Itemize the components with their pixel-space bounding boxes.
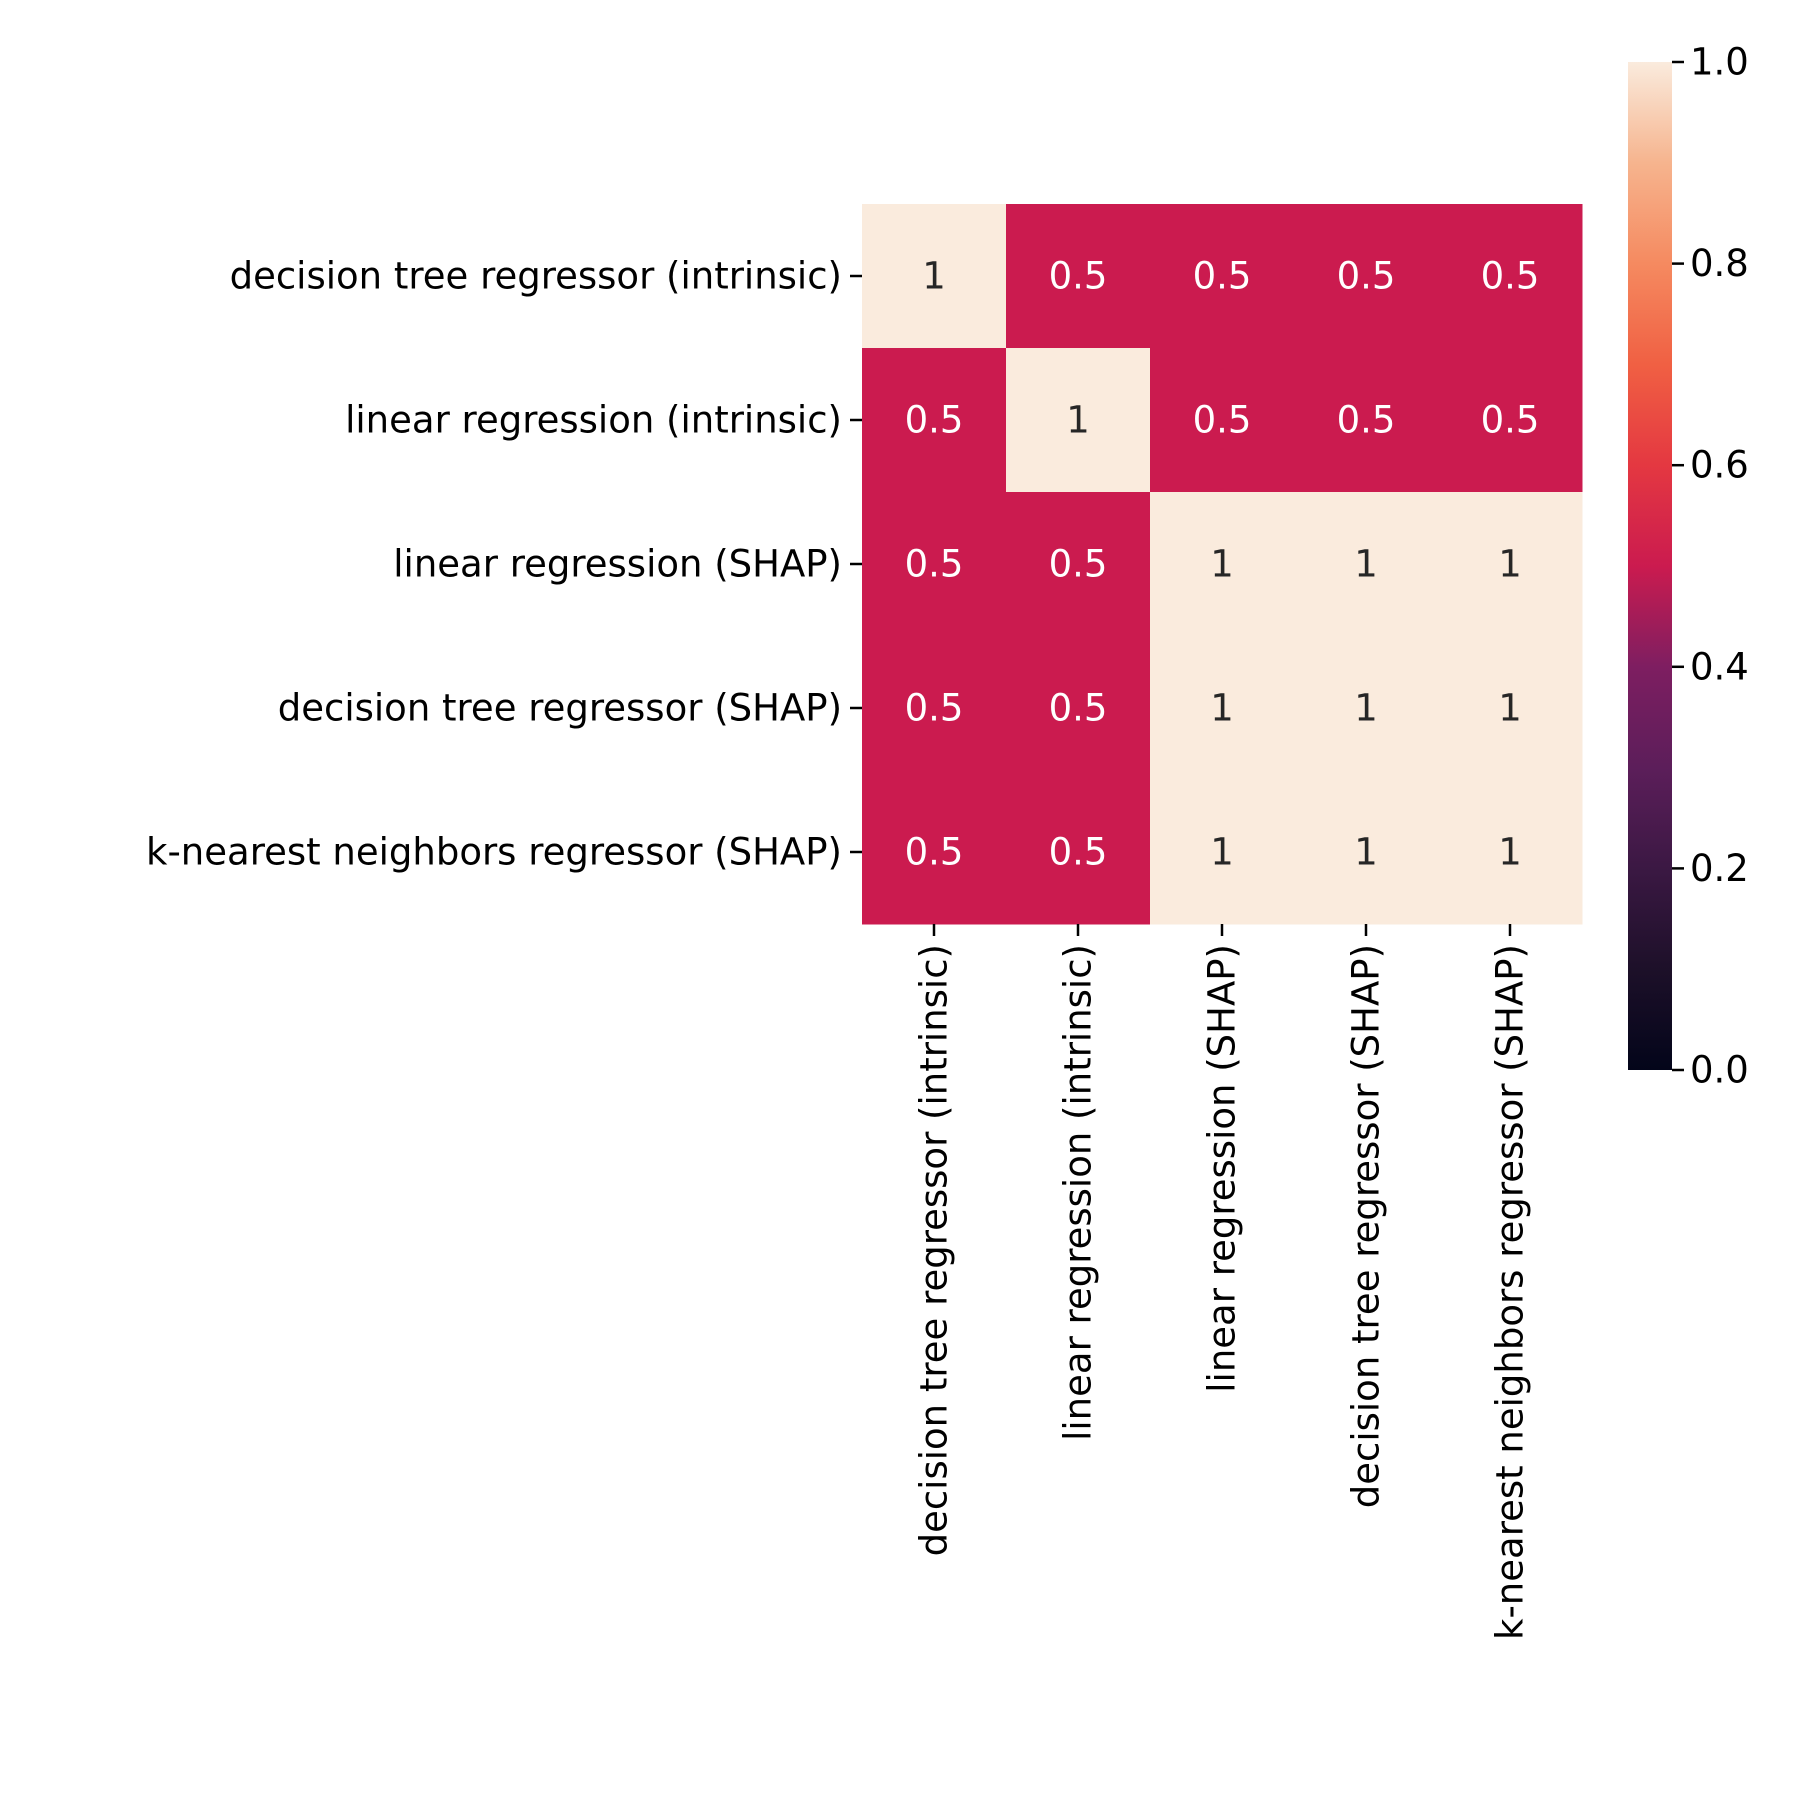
cell-annotation: 1 bbox=[1498, 543, 1522, 586]
heatmap-cell bbox=[1294, 636, 1439, 781]
heatmap-cell bbox=[862, 204, 1007, 349]
column-tick-label: linear regression (SHAP) bbox=[1201, 944, 1244, 1393]
heatmap-cell bbox=[1150, 204, 1295, 349]
row-tick-label: linear regression (SHAP) bbox=[393, 543, 842, 586]
heatmap-cells: 1 0.5 0.5 0.5 0.5 0.5 1 0.5 0.5 0.5 0.5 0.5 1 1 1 0.5 0.… bbox=[862, 204, 1583, 925]
colorbar-tick-label: 0.4 bbox=[1690, 645, 1749, 688]
colorbar-gradient bbox=[1628, 62, 1672, 1070]
colorbar-tick-label: 1.0 bbox=[1690, 41, 1749, 84]
cell-annotation: 0.5 bbox=[1049, 687, 1108, 730]
cell-annotation: 0.5 bbox=[905, 399, 964, 442]
cell-annotation: 1 bbox=[922, 255, 946, 298]
row-tick-label: decision tree regressor (SHAP) bbox=[278, 687, 842, 730]
heatmap-cell bbox=[1006, 348, 1151, 493]
cell-annotation: 0.5 bbox=[1481, 255, 1540, 298]
cell-annotation: 1 bbox=[1354, 831, 1378, 874]
cell-annotation: 1 bbox=[1210, 543, 1234, 586]
heatmap-cell bbox=[1294, 780, 1439, 925]
column-tick-label: linear regression (intrinsic) bbox=[1057, 944, 1100, 1441]
colorbar-tick-label: 0.2 bbox=[1690, 847, 1749, 890]
cell-annotation: 1 bbox=[1210, 831, 1234, 874]
heatmap-cell bbox=[1006, 780, 1151, 925]
cell-annotation: 1 bbox=[1498, 831, 1522, 874]
cell-annotation: 0.5 bbox=[1193, 399, 1252, 442]
cell-annotation: 0.5 bbox=[1337, 399, 1396, 442]
heatmap-cell bbox=[1438, 492, 1583, 637]
cell-annotation: 0.5 bbox=[905, 831, 964, 874]
row-tick-label: linear regression (intrinsic) bbox=[345, 399, 842, 442]
heatmap-cell bbox=[1150, 348, 1295, 493]
heatmap-cell bbox=[1006, 492, 1151, 637]
cell-annotation: 1 bbox=[1498, 687, 1522, 730]
colorbar-tick-label: 0.0 bbox=[1690, 1049, 1749, 1092]
column-tick-label: decision tree regressor (SHAP) bbox=[1345, 944, 1388, 1508]
heatmap-cell bbox=[1006, 204, 1151, 349]
column-tick-labels: decision tree regressor (intrinsic) linea… bbox=[913, 924, 1532, 1640]
row-tick-labels: decision tree regressor (intrinsic) linea… bbox=[146, 255, 862, 874]
heatmap-cell bbox=[1006, 636, 1151, 781]
row-tick-label: k-nearest neighbors regressor (SHAP) bbox=[146, 831, 842, 874]
cell-annotation: 1 bbox=[1066, 399, 1090, 442]
cell-annotation: 1 bbox=[1210, 687, 1234, 730]
heatmap-cell bbox=[1150, 492, 1295, 637]
heatmap-cell bbox=[1294, 492, 1439, 637]
heatmap-cell bbox=[1438, 636, 1583, 781]
heatmap-cell bbox=[862, 348, 1007, 493]
colorbar-tick-label: 0.6 bbox=[1690, 444, 1749, 487]
cell-annotation: 0.5 bbox=[1049, 543, 1108, 586]
colorbar: 0.0 0.2 0.4 0.6 0.8 1.0 bbox=[1628, 41, 1749, 1092]
heatmap-cell bbox=[862, 492, 1007, 637]
cell-annotation: 0.5 bbox=[1049, 831, 1108, 874]
cell-annotation: 0.5 bbox=[1481, 399, 1540, 442]
heatmap-cell bbox=[1438, 348, 1583, 493]
heatmap-cell bbox=[1150, 636, 1295, 781]
row-tick-label: decision tree regressor (intrinsic) bbox=[230, 255, 842, 298]
heatmap-cell bbox=[1150, 780, 1295, 925]
column-tick-label: decision tree regressor (intrinsic) bbox=[913, 944, 956, 1556]
cell-annotation: 1 bbox=[1354, 543, 1378, 586]
heatmap-cell bbox=[1294, 348, 1439, 493]
heatmap-cell bbox=[1438, 780, 1583, 925]
column-tick-label: k-nearest neighbors regressor (SHAP) bbox=[1489, 944, 1532, 1640]
heatmap-cell bbox=[862, 636, 1007, 781]
heatmap-cell bbox=[862, 780, 1007, 925]
cell-annotation: 1 bbox=[1354, 687, 1378, 730]
cell-annotation: 0.5 bbox=[1337, 255, 1396, 298]
heatmap-cell bbox=[1294, 204, 1439, 349]
colorbar-tick-label: 0.8 bbox=[1690, 242, 1749, 285]
cell-annotation: 0.5 bbox=[905, 687, 964, 730]
cell-annotation: 0.5 bbox=[1193, 255, 1252, 298]
heatmap-cell bbox=[1438, 204, 1583, 349]
cell-annotation: 0.5 bbox=[1049, 255, 1108, 298]
cell-annotation: 0.5 bbox=[905, 543, 964, 586]
